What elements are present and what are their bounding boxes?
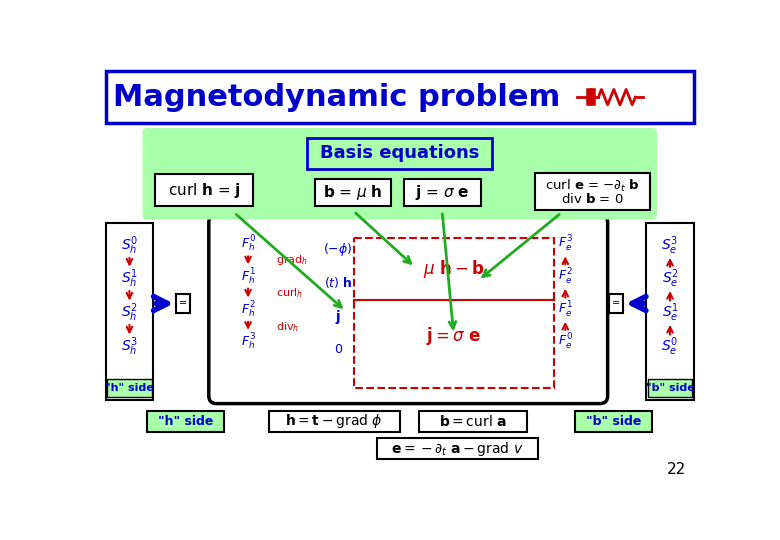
Bar <box>576 411 652 432</box>
Bar <box>147 411 224 432</box>
Text: "h" side: "h" side <box>158 415 214 428</box>
Text: $\mathrm{div}_e$: $\mathrm{div}_e$ <box>513 253 536 267</box>
Text: $(-\phi)$: $(-\phi)$ <box>324 241 353 258</box>
Text: $\mathbf{b}$ = $\mu$ $\mathbf{h}$: $\mathbf{b}$ = $\mu$ $\mathbf{h}$ <box>323 183 382 202</box>
Text: =: = <box>179 299 187 308</box>
Text: $S_e^2$: $S_e^2$ <box>661 267 679 290</box>
Text: $F_e^1$: $F_e^1$ <box>558 300 573 320</box>
Text: $\mathrm{curl}_h$: $\mathrm{curl}_h$ <box>276 286 303 300</box>
Text: $\mathbf{b}$: $\mathbf{b}$ <box>473 275 484 290</box>
Text: $S_h^2$: $S_h^2$ <box>121 301 138 324</box>
Text: $F_h^1$: $F_h^1$ <box>241 266 255 287</box>
Text: Magnetodynamic problem: Magnetodynamic problem <box>113 83 561 112</box>
Text: curl $\mathbf{e}$ = $-\partial_t$ $\mathbf{b}$: curl $\mathbf{e}$ = $-\partial_t$ $\math… <box>545 178 640 194</box>
Bar <box>646 222 694 400</box>
Bar <box>315 179 391 206</box>
Bar <box>269 411 400 432</box>
Text: $\mu\ \mathbf{h} - \mathbf{b}$: $\mu\ \mathbf{h} - \mathbf{b}$ <box>423 258 484 280</box>
Text: =: = <box>612 299 620 308</box>
Text: $S_h^1$: $S_h^1$ <box>121 267 138 290</box>
Text: $\mathbf{h} = \mathbf{t} - \mathrm{grad}\ \phi$: $\mathbf{h} = \mathbf{t} - \mathrm{grad}… <box>285 413 383 430</box>
Bar <box>377 438 538 459</box>
Text: Basis equations: Basis equations <box>320 144 480 163</box>
Text: $S_e^0$: $S_e^0$ <box>661 335 679 358</box>
Bar <box>353 238 554 388</box>
Text: $\mathbf{e}\ (a,\ a^*)$: $\mathbf{e}\ (a,\ a^*)$ <box>449 308 507 326</box>
FancyBboxPatch shape <box>209 215 608 403</box>
Text: $S_e^1$: $S_e^1$ <box>661 301 679 324</box>
Text: $\mathrm{div}_h$: $\mathrm{div}_h$ <box>276 320 299 334</box>
Text: $S_e^3$: $S_e^3$ <box>661 234 679 257</box>
Text: $F_e^2$: $F_e^2$ <box>558 267 573 287</box>
Text: 22: 22 <box>667 462 686 477</box>
Text: curl $\mathbf{h}$ = $\mathbf{j}$: curl $\mathbf{h}$ = $\mathbf{j}$ <box>168 181 240 200</box>
FancyBboxPatch shape <box>143 128 657 220</box>
Bar <box>403 179 480 206</box>
Text: $0$: $0$ <box>473 243 483 256</box>
Bar <box>176 294 190 313</box>
Text: "b" side: "b" side <box>646 383 694 393</box>
Text: $(-v)$: $(-v)$ <box>464 342 493 357</box>
Text: $\mathbf{b} = \mathrm{curl}\ \mathbf{a}$: $\mathbf{b} = \mathrm{curl}\ \mathbf{a}$ <box>439 414 507 429</box>
Text: $F_e^3$: $F_e^3$ <box>558 234 573 254</box>
Bar <box>155 174 254 206</box>
Text: $\mathbf{j}$: $\mathbf{j}$ <box>335 308 341 326</box>
Text: $\mathbf{e} = -\partial_t\ \mathbf{a} - \mathrm{grad}\ v$: $\mathbf{e} = -\partial_t\ \mathbf{a} - … <box>392 440 524 458</box>
Text: $\mathrm{grad}_h$: $\mathrm{grad}_h$ <box>276 253 308 267</box>
Text: $\mathrm{curl}_e$: $\mathrm{curl}_e$ <box>513 286 541 300</box>
Bar <box>105 71 694 123</box>
Text: $\mathbf{j} = \sigma\ \mathbf{e}$: $\mathbf{j} = \sigma\ \mathbf{e}$ <box>426 325 481 347</box>
Text: "b" side: "b" side <box>586 415 641 428</box>
Text: $F_h^3$: $F_h^3$ <box>240 332 256 352</box>
Text: $F_h^0$: $F_h^0$ <box>240 234 256 254</box>
Bar <box>307 138 492 169</box>
Bar <box>534 173 650 210</box>
Text: $F_e^0$: $F_e^0$ <box>558 332 573 352</box>
Text: $F_h^2$: $F_h^2$ <box>241 300 255 320</box>
Text: $\mathrm{grad}_e$: $\mathrm{grad}_e$ <box>513 320 545 334</box>
Bar <box>419 411 526 432</box>
Bar <box>107 379 152 397</box>
Text: $\mathbf{j}$ = $\sigma$ $\mathbf{e}$: $\mathbf{j}$ = $\sigma$ $\mathbf{e}$ <box>415 183 470 202</box>
Text: $0$: $0$ <box>334 343 342 356</box>
Bar <box>609 294 623 313</box>
Text: div $\mathbf{b}$ = 0: div $\mathbf{b}$ = 0 <box>561 192 623 206</box>
Text: $S_h^3$: $S_h^3$ <box>121 335 138 358</box>
Bar <box>647 379 693 397</box>
Text: $(t)\ \mathbf{h}$: $(t)\ \mathbf{h}$ <box>324 275 353 290</box>
Text: $S_h^0$: $S_h^0$ <box>121 234 138 257</box>
Bar <box>105 222 154 400</box>
Text: "h" side: "h" side <box>105 383 154 393</box>
